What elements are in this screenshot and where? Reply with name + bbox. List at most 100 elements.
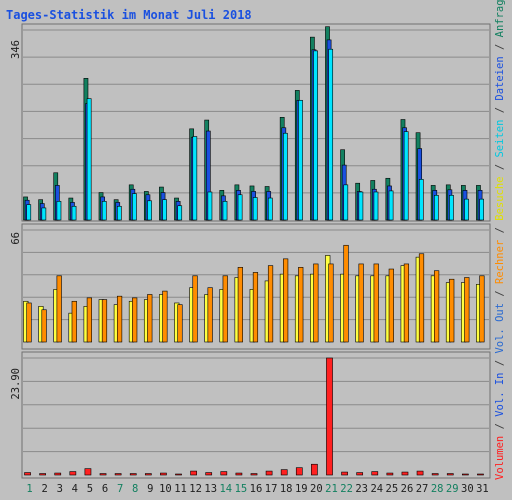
x-tick-label: 5 [87, 483, 93, 495]
bar-rechner-day-1 [26, 302, 32, 343]
bar-seiten-day-2 [41, 207, 47, 221]
bar-rechner-day-19 [298, 267, 304, 343]
legend-part: / [494, 221, 506, 240]
bar-seiten-day-11 [177, 205, 183, 221]
y-max-label: 23.90 [10, 368, 22, 400]
bar-rechner-day-10 [162, 290, 168, 343]
bar-volumen-day-15 [235, 472, 243, 476]
legend-part: Vol. Out [494, 303, 506, 354]
x-tick-label: 1 [26, 483, 32, 495]
bar-volumen-day-27 [416, 470, 424, 476]
legend-part: / [494, 354, 506, 373]
x-tick-label: 19 [295, 483, 308, 495]
x-tick-label: 10 [159, 483, 172, 495]
bar-rechner-day-21 [328, 263, 334, 343]
x-tick-label: 21 [325, 483, 338, 495]
bar-rechner-day-27 [418, 253, 425, 343]
bar-rechner-day-22 [343, 244, 349, 343]
bar-seiten-day-17 [267, 197, 273, 221]
x-tick-label: 31 [476, 483, 489, 495]
bar-volumen-day-1 [24, 472, 31, 476]
bar-rechner-day-13 [207, 287, 213, 343]
legend-part: Dateien [494, 56, 506, 100]
bar-volumen-day-26 [401, 471, 409, 476]
bar-seiten-day-12 [192, 136, 198, 221]
bar-seiten-day-15 [237, 194, 243, 221]
bar-rechner-day-8 [132, 297, 138, 343]
legend-part: Anfragen [494, 0, 506, 37]
bar-volumen-day-3 [54, 472, 62, 476]
x-tick-label: 12 [189, 483, 202, 495]
bar-rechner-day-2 [41, 309, 47, 343]
x-tick-label: 28 [431, 483, 444, 495]
bar-rechner-day-7 [116, 295, 123, 343]
bar-volumen-day-5 [84, 468, 92, 476]
bar-seiten-day-21 [328, 48, 334, 221]
bar-seiten-day-16 [252, 197, 258, 221]
bar-rechner-day-31 [479, 275, 485, 343]
legend-part: Besuche [494, 176, 506, 220]
bar-volumen-day-14 [220, 471, 228, 476]
bar-rechner-day-15 [237, 267, 243, 343]
bar-volumen-day-10 [160, 472, 167, 476]
bar-seiten-day-22 [343, 184, 349, 221]
bar-rechner-day-11 [177, 304, 183, 343]
bar-volumen-day-24 [371, 471, 379, 476]
bar-volumen-day-9 [144, 473, 152, 476]
bar-seiten-day-6 [101, 201, 107, 221]
bar-volumen-day-11 [175, 473, 182, 476]
legend-part: / [494, 284, 506, 303]
panel-middle: 66 [10, 223, 491, 350]
bar-seiten-day-18 [283, 132, 288, 221]
bar-rechner-day-17 [267, 265, 274, 343]
y-max-label: 66 [10, 232, 22, 245]
bar-volumen-day-17 [265, 470, 273, 476]
legend-part: / [494, 158, 506, 177]
x-tick-label: 11 [174, 483, 187, 495]
bar-seiten-day-7 [116, 205, 122, 221]
bar-volumen-day-16 [250, 473, 258, 476]
x-tick-label: 2 [41, 483, 47, 495]
x-tick-label: 8 [132, 483, 138, 495]
panel-top: 346 [10, 23, 491, 222]
bar-rechner-day-20 [313, 263, 319, 343]
bar-seiten-day-19 [298, 99, 303, 221]
bar-seiten-day-25 [388, 190, 394, 221]
panel-frame [21, 351, 491, 479]
x-tick-label: 4 [72, 483, 78, 495]
x-tick-label: 13 [204, 483, 217, 495]
x-tick-label: 23 [355, 483, 368, 495]
bar-volumen-day-31 [477, 473, 484, 476]
bar-rechner-day-25 [388, 268, 394, 343]
y-max-label: 346 [10, 40, 22, 59]
bar-rechner-day-30 [464, 277, 470, 343]
bar-rechner-day-18 [283, 258, 289, 343]
bar-seiten-day-4 [71, 205, 77, 221]
bar-volumen-day-20 [311, 463, 318, 476]
bar-seiten-day-3 [56, 201, 62, 221]
x-tick-label: 29 [446, 483, 459, 495]
legend-part: Seiten [494, 120, 506, 158]
x-tick-label: 27 [416, 483, 429, 495]
bar-seiten-day-10 [162, 199, 167, 221]
bar-rechner-day-12 [192, 275, 198, 343]
x-tick-label: 16 [250, 483, 263, 495]
x-tick-label: 18 [280, 483, 293, 495]
bar-seiten-day-23 [358, 191, 364, 221]
bar-volumen-day-29 [446, 473, 454, 476]
bar-rechner-day-5 [86, 297, 92, 343]
bar-volumen-day-28 [431, 473, 439, 476]
bar-rechner-day-9 [147, 294, 153, 343]
bar-rechner-day-14 [222, 275, 228, 343]
bar-volumen-day-6 [99, 473, 107, 476]
bar-rechner-day-26 [403, 263, 410, 343]
legend-part: / [494, 101, 506, 120]
chart-title: Tages-Statistik im Monat Juli 2018 [6, 8, 252, 22]
x-tick-label: 20 [310, 483, 323, 495]
x-tick-label: 14 [219, 483, 232, 495]
x-tick-label: 9 [147, 483, 153, 495]
bar-rechner-day-24 [373, 263, 379, 343]
bar-seiten-day-14 [222, 201, 228, 221]
x-tick-label: 3 [57, 483, 63, 495]
